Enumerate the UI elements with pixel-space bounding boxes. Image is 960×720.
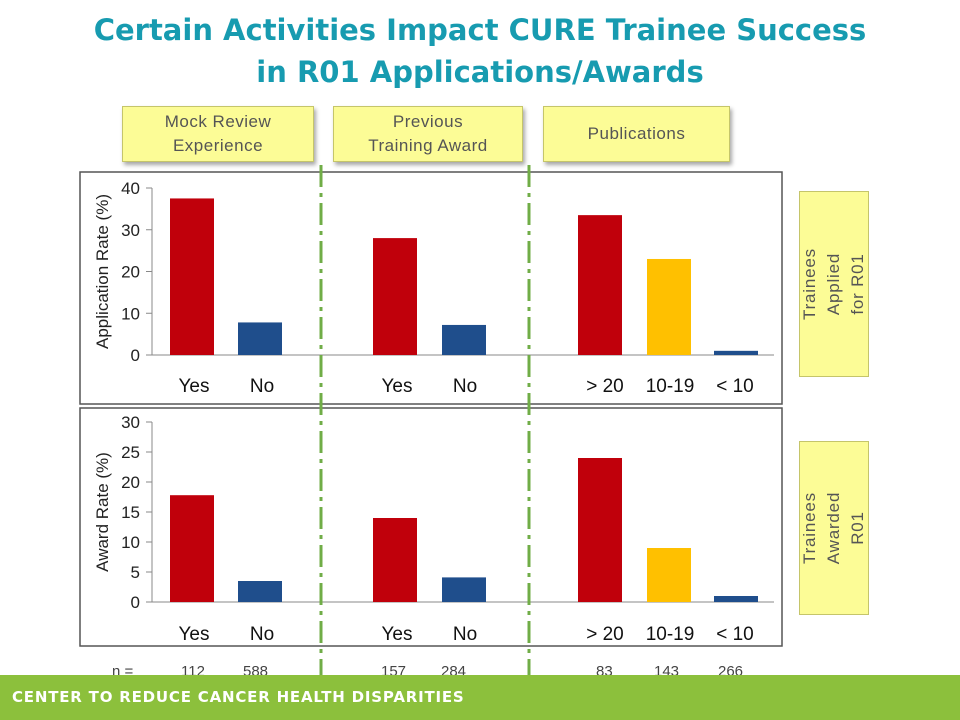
- y-axis-label: Award Rate (%): [93, 452, 112, 572]
- x-tick-label: 10-19: [646, 624, 695, 645]
- chart-panel-border: [79, 407, 783, 647]
- bar: [442, 577, 486, 602]
- y-tick-label: 40: [121, 179, 140, 198]
- y-tick-label: 30: [121, 413, 140, 432]
- header-previous-training-award: Previous Training Award: [333, 106, 523, 162]
- y-tick-label: 10: [121, 533, 140, 552]
- bar: [373, 518, 417, 602]
- y-tick-label: 5: [131, 563, 140, 582]
- header-mock-review: Mock Review Experience: [122, 106, 314, 162]
- x-tick-label: No: [453, 624, 477, 645]
- y-tick-label: 20: [121, 473, 140, 492]
- x-tick-label: < 10: [716, 624, 754, 645]
- bar: [238, 322, 282, 355]
- y-tick-label: 25: [121, 443, 140, 462]
- y-tick-label: 0: [131, 593, 140, 612]
- footer-text: CENTER TO REDUCE CANCER HEALTH DISPARITI…: [12, 688, 465, 706]
- bar: [647, 548, 691, 602]
- y-axis-label: Application Rate (%): [93, 194, 112, 349]
- bar: [714, 596, 758, 602]
- y-tick-label: 20: [121, 263, 140, 282]
- chart-panel-border: [79, 171, 783, 405]
- page-title-line-2: in R01 Applications/Awards: [256, 55, 704, 89]
- bar: [170, 198, 214, 355]
- x-tick-label: Yes: [179, 624, 210, 645]
- x-tick-label: Yes: [382, 624, 413, 645]
- bar: [442, 324, 486, 355]
- bar: [578, 458, 622, 602]
- footer-bar: CENTER TO REDUCE CANCER HEALTH DISPARITI…: [0, 675, 960, 720]
- page-title-line-1: Certain Activities Impact CURE Trainee S…: [93, 13, 867, 47]
- x-tick-label: Yes: [179, 376, 210, 397]
- y-tick-label: 0: [131, 346, 140, 365]
- bar: [578, 215, 622, 355]
- y-tick-label: 15: [121, 503, 140, 522]
- bar: [170, 495, 214, 602]
- x-tick-label: > 20: [586, 624, 624, 645]
- row-label-awarded: Trainees Awarded R01: [799, 441, 869, 615]
- header-publications: Publications: [543, 106, 730, 162]
- bar: [647, 258, 691, 355]
- x-tick-label: Yes: [382, 376, 413, 397]
- x-tick-label: > 20: [586, 376, 624, 397]
- x-tick-label: No: [453, 376, 477, 397]
- y-tick-label: 30: [121, 221, 140, 240]
- row-label-applied: Trainees Applied for R01: [799, 191, 869, 377]
- x-tick-label: 10-19: [646, 376, 695, 397]
- y-tick-label: 10: [121, 304, 140, 323]
- x-tick-label: No: [250, 376, 274, 397]
- bar: [714, 350, 758, 355]
- x-tick-label: < 10: [716, 376, 754, 397]
- x-tick-label: No: [250, 624, 274, 645]
- bar: [238, 581, 282, 602]
- bar: [373, 238, 417, 355]
